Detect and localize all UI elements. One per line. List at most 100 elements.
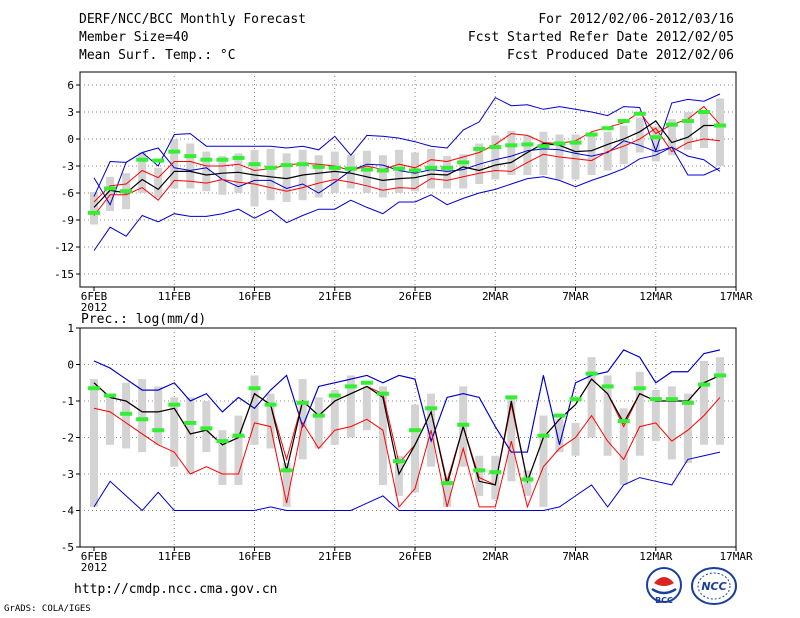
observed-marker	[168, 402, 181, 407]
spread-box	[202, 151, 211, 192]
x-tick-label: 6FEB	[81, 290, 108, 303]
spread-box	[378, 155, 387, 198]
spread-box	[699, 112, 708, 148]
spread-box	[90, 379, 98, 507]
x-tick-label: 16FEB	[238, 550, 271, 563]
spread-box	[491, 455, 500, 500]
observed-marker	[312, 413, 325, 418]
x-tick-label: 12MAR	[639, 550, 672, 563]
spread-box	[394, 455, 403, 496]
ensemble-min-line	[93, 451, 721, 512]
observed-marker	[392, 166, 405, 171]
spread-box	[587, 134, 596, 175]
x-tick-label: 21FEB	[318, 290, 351, 303]
observed-marker	[425, 406, 438, 411]
spread-box	[362, 386, 371, 431]
spread-box	[138, 152, 147, 193]
observed-marker	[553, 141, 566, 146]
spread-box	[314, 397, 323, 449]
spread-box	[635, 371, 644, 456]
observed-marker	[697, 110, 710, 114]
spread-box	[523, 135, 532, 175]
spread-box	[603, 375, 612, 456]
observed-marker	[601, 126, 614, 131]
observed-marker	[553, 413, 566, 418]
spread-box	[491, 135, 500, 180]
observed-marker	[344, 166, 357, 171]
spread-lower-line	[93, 127, 721, 216]
spread-box	[571, 134, 580, 180]
x-tick-label: 11FEB	[158, 290, 191, 303]
y-tick-label: -6	[61, 187, 74, 200]
spread-box	[555, 419, 564, 453]
spread-box	[186, 397, 195, 474]
x-tick-label: 2MAR	[482, 550, 509, 563]
spread-box	[106, 176, 115, 211]
spread-box	[250, 375, 259, 445]
spread-upper-line	[93, 105, 721, 203]
observed-marker	[104, 186, 117, 191]
y-tick-label: -9	[61, 214, 74, 227]
observed-marker	[216, 157, 229, 162]
spread-box	[266, 148, 275, 201]
observed-marker	[360, 167, 373, 172]
x-tick-label: 12MAR	[639, 290, 672, 303]
ensemble-upper-line	[93, 140, 721, 206]
spread-box	[170, 139, 179, 189]
spread-box	[683, 393, 692, 464]
spread-box	[330, 390, 339, 445]
spread-box	[411, 404, 420, 493]
observed-marker	[505, 395, 518, 400]
observed-marker	[328, 393, 341, 398]
grads-credit: GrADS: COLA/IGES	[4, 604, 91, 614]
observed-marker	[585, 132, 598, 137]
spread-box	[154, 386, 163, 445]
spread-box	[651, 126, 660, 162]
observed-marker	[521, 142, 534, 147]
y-tick-label: 0	[67, 359, 74, 372]
observed-marker	[328, 165, 341, 170]
observed-marker	[697, 382, 710, 387]
observed-marker	[120, 411, 133, 416]
x-tick-label: 26FEB	[398, 550, 431, 563]
observed-marker	[489, 145, 502, 150]
observed-marker	[585, 371, 598, 376]
observed-marker	[232, 433, 245, 438]
spread-box	[282, 463, 291, 507]
y-tick-label: -3	[61, 160, 74, 173]
observed-marker	[537, 144, 550, 149]
observed-marker	[633, 111, 646, 116]
observed-marker	[104, 393, 117, 398]
observed-marker	[649, 397, 662, 402]
y-tick-label: -5	[61, 541, 74, 554]
observed-marker	[441, 481, 454, 486]
spread-box	[716, 357, 724, 445]
observed-marker	[200, 426, 213, 431]
observed-marker	[152, 428, 165, 433]
x-tick-label: 7MAR	[562, 290, 589, 303]
spread-box	[635, 117, 644, 153]
y-tick-label: -3	[61, 468, 74, 481]
spread-box	[619, 125, 628, 165]
spread-box	[539, 131, 548, 175]
y-tick-label: 3	[67, 106, 74, 119]
y-tick-label: -12	[54, 241, 74, 254]
observed-marker	[264, 402, 277, 407]
spread-box	[571, 422, 580, 456]
footer-url[interactable]: http://cmdp.ncc.cma.gov.cn	[74, 582, 278, 597]
spread-box	[266, 393, 275, 449]
observed-marker	[200, 157, 213, 162]
spread-box	[507, 130, 516, 175]
observed-marker	[248, 386, 261, 391]
refer-date: Fcst Started Refer Date 2012/02/05	[467, 30, 734, 45]
observed-marker	[120, 189, 133, 194]
observed-marker	[489, 470, 502, 475]
spread-box	[539, 415, 548, 507]
observed-marker	[88, 210, 100, 215]
observed-marker	[392, 459, 405, 464]
spread-box	[234, 415, 243, 485]
observed-marker	[409, 168, 422, 173]
spread-box	[314, 155, 323, 198]
x-tick-label: 17MAR	[719, 290, 752, 303]
spread-box	[378, 386, 387, 485]
